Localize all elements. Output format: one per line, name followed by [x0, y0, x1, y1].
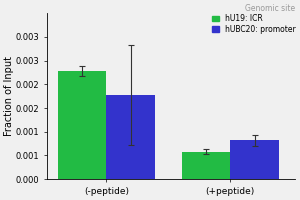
- Text: Genomic site: Genomic site: [245, 4, 295, 13]
- Y-axis label: Fraction of Input: Fraction of Input: [4, 56, 14, 136]
- Bar: [182, 152, 230, 179]
- Bar: [58, 71, 106, 179]
- Bar: [106, 95, 155, 179]
- Legend: hU19: ICR, hUBC20: promoter: hU19: ICR, hUBC20: promoter: [212, 14, 296, 34]
- Bar: [230, 140, 279, 179]
